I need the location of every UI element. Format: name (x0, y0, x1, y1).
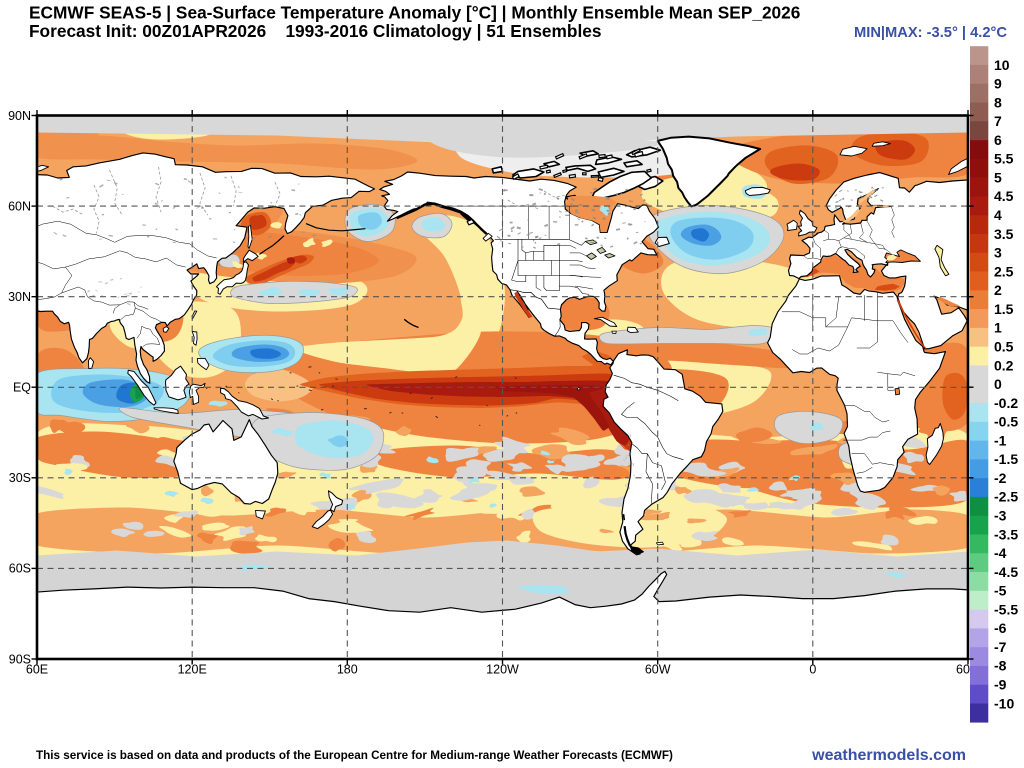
svg-text:1.5: 1.5 (994, 301, 1014, 317)
svg-text:3.5: 3.5 (994, 226, 1014, 242)
svg-text:This service is based on data: This service is based on data and produc… (36, 749, 673, 762)
svg-text:5: 5 (994, 170, 1002, 186)
svg-text:2.5: 2.5 (994, 263, 1014, 279)
svg-text:0.5: 0.5 (994, 339, 1014, 355)
svg-text:-8: -8 (994, 658, 1007, 674)
svg-text:-2: -2 (994, 470, 1007, 486)
svg-text:-1: -1 (994, 432, 1007, 448)
svg-text:ECMWF SEAS-5 | Sea-Surface Tem: ECMWF SEAS-5 | Sea-Surface Temperature A… (29, 2, 800, 22)
svg-text:9: 9 (994, 76, 1002, 92)
svg-text:0: 0 (809, 663, 816, 677)
svg-text:60: 60 (956, 663, 970, 677)
svg-text:-10: -10 (994, 695, 1014, 711)
svg-text:-0.5: -0.5 (994, 414, 1018, 430)
svg-text:4: 4 (994, 207, 1002, 223)
svg-text:90N: 90N (8, 109, 31, 123)
svg-text:120W: 120W (486, 663, 519, 677)
svg-text:60S: 60S (9, 562, 31, 576)
svg-text:60N: 60N (8, 199, 31, 213)
svg-text:10: 10 (994, 57, 1010, 73)
svg-text:-6: -6 (994, 620, 1007, 636)
svg-text:2: 2 (994, 282, 1002, 298)
svg-text:4.5: 4.5 (994, 188, 1014, 204)
svg-text:MIN|MAX: -3.5° | 4.2°C: MIN|MAX: -3.5° | 4.2°C (854, 25, 1007, 41)
svg-text:-4: -4 (994, 545, 1007, 561)
svg-text:8: 8 (994, 94, 1002, 110)
svg-text:weathermodels.com: weathermodels.com (811, 747, 966, 764)
svg-text:EQ: EQ (13, 381, 31, 395)
svg-text:60W: 60W (645, 663, 671, 677)
svg-text:-3: -3 (994, 508, 1007, 524)
svg-text:30N: 30N (8, 290, 31, 304)
svg-text:6: 6 (994, 132, 1002, 148)
svg-text:-5: -5 (994, 583, 1007, 599)
svg-text:120E: 120E (178, 663, 207, 677)
svg-text:3: 3 (994, 245, 1002, 261)
svg-text:-5.5: -5.5 (994, 601, 1018, 617)
svg-text:0.2: 0.2 (994, 357, 1014, 373)
svg-text:-0.2: -0.2 (994, 395, 1018, 411)
svg-text:-9: -9 (994, 677, 1007, 693)
svg-text:90S: 90S (9, 652, 31, 666)
svg-text:5.5: 5.5 (994, 151, 1014, 167)
svg-text:180: 180 (337, 663, 358, 677)
svg-text:-7: -7 (994, 639, 1007, 655)
svg-text:7: 7 (994, 113, 1002, 129)
svg-text:60E: 60E (26, 663, 48, 677)
svg-text:Forecast Init: 00Z01APR2026: Forecast Init: 00Z01APR2026 1993-2016 Cl… (29, 21, 602, 41)
svg-text:1: 1 (994, 320, 1002, 336)
svg-text:-4.5: -4.5 (994, 564, 1018, 580)
svg-text:-1.5: -1.5 (994, 451, 1018, 467)
svg-text:-3.5: -3.5 (994, 526, 1018, 542)
svg-text:30S: 30S (9, 471, 31, 485)
svg-text:-2.5: -2.5 (994, 489, 1018, 505)
svg-text:0: 0 (994, 376, 1002, 392)
